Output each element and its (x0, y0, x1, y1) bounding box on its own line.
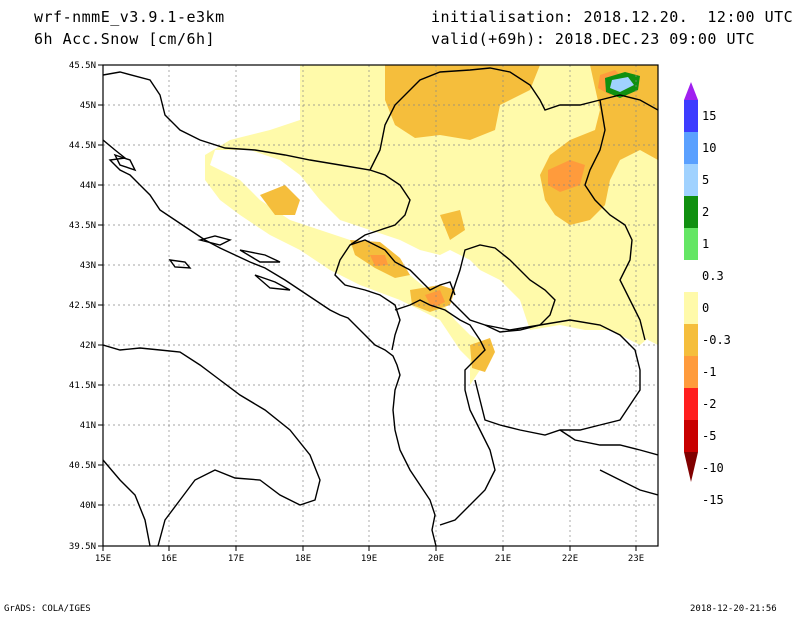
lon-label: 18E (295, 554, 311, 564)
colorbar-segment (684, 292, 698, 324)
init-time: initialisation: 2018.12.20. 12:00 UTC (431, 8, 794, 26)
island-5 (113, 153, 137, 172)
footer-timestamp: 2018-12-20-21:56 (690, 604, 777, 614)
lat-label: 43.5N (69, 221, 96, 231)
colorbar-segment (684, 196, 698, 228)
colorbar-label: 10 (702, 141, 716, 155)
albania-border (394, 299, 496, 526)
lon-label: 16E (161, 554, 177, 564)
colorbar-segment (684, 164, 698, 196)
snow-area-2c (425, 290, 445, 308)
lat-labels: 45.5N 45N 44.5N 44N 43.5N 43N 42.5N 42N … (69, 61, 96, 552)
lon-label: 22E (562, 554, 578, 564)
macedonia-border (474, 319, 641, 436)
colorbar-label: -1 (702, 365, 716, 379)
greece-coast (599, 469, 658, 496)
lon-label: 17E (228, 554, 244, 564)
lat-label: 41N (80, 421, 96, 431)
colorbar-label: 0.3 (702, 269, 724, 283)
snow-area-high-blue (610, 77, 634, 92)
colorbar-bottom-arrow (684, 452, 698, 482)
colorbar-segment (684, 388, 698, 420)
lat-label: 40N (80, 501, 96, 511)
colorbar-segment (684, 260, 698, 292)
tick-marks (98, 64, 637, 551)
colorbar-label: -15 (702, 493, 724, 507)
lat-label: 45N (80, 101, 96, 111)
italy-heel (103, 459, 151, 546)
adriatic-east-coast (103, 139, 437, 546)
lat-label: 44N (80, 181, 96, 191)
lon-label: 15E (95, 554, 111, 564)
colorbar-segment (684, 324, 698, 356)
lat-label: 39.5N (69, 542, 96, 552)
island-4 (168, 259, 192, 269)
italy-coast (103, 344, 321, 546)
lat-label: 45.5N (69, 61, 96, 71)
valid-time: valid(+69h): 2018.DEC.23 09:00 UTC (431, 30, 756, 48)
lat-label: 42.5N (69, 301, 96, 311)
snow-area-2d (370, 255, 388, 266)
snow-area-light-2 (645, 315, 658, 345)
lat-label: 42N (80, 341, 96, 351)
lon-gridlines (168, 65, 637, 546)
colorbar-label: 0 (702, 301, 709, 315)
island-2 (239, 249, 281, 263)
lon-label: 21E (495, 554, 511, 564)
snow-area-1 (385, 65, 540, 140)
lat-label: 41.5N (69, 381, 96, 391)
colorbar-label: -0.3 (702, 333, 731, 347)
island-3 (254, 274, 291, 291)
coastlines-borders (103, 67, 658, 546)
snow-field (205, 65, 658, 385)
colorbar-segment (684, 132, 698, 164)
model-title: wrf-nmmE_v3.9.1-e3km (34, 8, 225, 26)
colorbar-label: 1 (702, 237, 709, 251)
colorbar-label: -10 (702, 461, 724, 475)
lon-label: 23E (628, 554, 644, 564)
montenegro-albania (349, 239, 456, 296)
colorbar-top-arrow (684, 82, 698, 100)
greece-border (559, 429, 658, 456)
snow-area-1f (470, 338, 495, 372)
colorbar-label: 5 (702, 173, 709, 187)
snow-area-1c (260, 185, 300, 215)
colorbar: 15 10 5 2 1 0.3 0 -0.3 -1 -2 -5 -10 -15 (684, 82, 731, 507)
serbia-east-border (584, 99, 646, 341)
croatia-border (103, 71, 411, 351)
island-1 (197, 235, 232, 246)
colorbar-segment (684, 100, 698, 132)
colorbar-label: 15 (702, 109, 716, 123)
colorbar-label: -2 (702, 397, 716, 411)
lon-labels: 15E 16E 17E 18E 19E 20E 21E 22E 23E (95, 554, 644, 564)
colorbar-segment (684, 420, 698, 452)
snow-area-1g (440, 210, 465, 240)
lat-label: 43N (80, 261, 96, 271)
colorbar-segment (684, 356, 698, 388)
field-title: 6h Acc.Snow [cm/6h] (34, 30, 216, 48)
lon-label: 20E (428, 554, 444, 564)
lat-label: 40.5N (69, 461, 96, 471)
colorbar-label: 2 (702, 205, 709, 219)
footer-credit: GrADS: COLA/IGES (4, 604, 91, 614)
colorbar-segment (684, 228, 698, 260)
snow-area-2 (548, 160, 585, 192)
lat-label: 44.5N (69, 141, 96, 151)
lon-label: 19E (361, 554, 377, 564)
colorbar-label: -5 (702, 429, 716, 443)
